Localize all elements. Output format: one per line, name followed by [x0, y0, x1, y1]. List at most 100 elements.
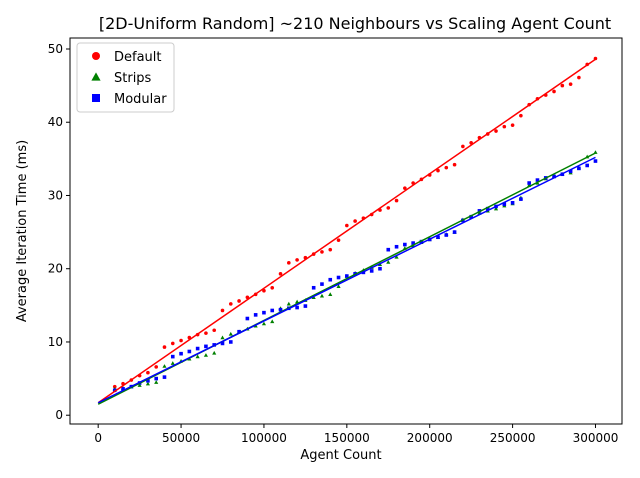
x-tick-label: 0	[94, 431, 102, 445]
data-point-strips	[212, 350, 217, 355]
y-axis-ticks: 0 10 20 30 40 50	[48, 42, 70, 422]
data-point-default	[220, 308, 225, 313]
data-point-default	[577, 75, 581, 80]
x-tick-label: 100000	[241, 431, 287, 445]
legend-marker-default	[92, 52, 100, 60]
data-point-modular	[527, 181, 531, 185]
data-point-default	[162, 345, 167, 349]
data-point-modular	[179, 351, 183, 356]
data-point-modular	[394, 244, 399, 249]
data-point-modular	[328, 277, 333, 282]
data-point-modular	[519, 197, 523, 201]
x-axis-label: Agent Count	[300, 448, 381, 463]
data-point-default	[295, 258, 299, 262]
x-tick-label: 50000	[162, 431, 200, 445]
data-point-strips	[270, 319, 275, 324]
data-point-default	[112, 384, 117, 389]
data-point-modular	[303, 304, 308, 308]
y-tick-label: 0	[55, 408, 63, 422]
y-tick-label: 10	[48, 335, 63, 349]
legend-marker-strips	[91, 72, 101, 81]
data-point-default	[336, 238, 341, 242]
legend: Default Strips Modular	[76, 42, 175, 113]
data-point-modular	[577, 166, 581, 171]
x-tick-label: 300000	[573, 431, 619, 445]
data-point-modular	[485, 206, 490, 211]
y-axis-label: Average Iteration Time (ms)	[15, 140, 30, 322]
data-point-strips	[154, 380, 159, 384]
x-axis-ticks: 0 50000 100000 150000 200000 250000 300000	[94, 424, 618, 445]
data-point-strips	[336, 284, 341, 288]
data-point-modular	[378, 266, 382, 271]
data-point-default	[278, 272, 283, 276]
data-point-default	[287, 261, 291, 265]
legend-label-modular: Modular	[114, 92, 167, 107]
legend-label-default: Default	[114, 50, 162, 65]
data-point-strips	[394, 254, 399, 259]
data-point-modular	[568, 169, 573, 174]
series-default-markers	[112, 56, 598, 389]
data-point-strips	[493, 206, 499, 211]
data-point-default	[519, 113, 523, 118]
data-point-default	[353, 219, 357, 223]
x-tick-label: 150000	[324, 431, 370, 445]
data-point-strips	[195, 354, 200, 359]
data-point-modular	[204, 344, 208, 349]
data-point-default	[444, 165, 449, 170]
y-tick-label: 40	[48, 115, 63, 129]
data-point-modular	[336, 275, 341, 280]
data-point-default	[494, 129, 498, 133]
data-point-modular	[403, 242, 407, 247]
data-point-modular	[311, 285, 316, 290]
data-point-strips	[286, 301, 291, 306]
data-point-default	[552, 89, 556, 94]
data-point-default	[179, 338, 183, 343]
data-point-strips	[162, 364, 167, 368]
data-point-default	[146, 370, 150, 375]
data-point-default	[320, 250, 324, 254]
data-point-modular	[585, 163, 589, 168]
legend-box	[76, 42, 175, 113]
data-point-modular	[535, 178, 540, 182]
data-point-default	[345, 223, 349, 228]
data-point-modular	[411, 241, 415, 245]
fit-line-modular	[97, 156, 596, 404]
data-point-modular	[245, 316, 250, 321]
data-point-modular	[220, 341, 225, 346]
data-point-modular	[195, 346, 200, 351]
data-point-modular	[112, 388, 117, 393]
data-point-default	[262, 288, 266, 293]
data-point-modular	[121, 387, 125, 391]
y-tick-label: 20	[48, 262, 63, 276]
data-point-modular	[452, 230, 457, 234]
data-point-default	[212, 328, 217, 333]
data-point-strips	[220, 335, 225, 340]
data-point-strips	[261, 321, 267, 326]
data-point-modular	[146, 378, 150, 383]
data-point-modular	[154, 376, 158, 381]
data-point-default	[394, 198, 399, 203]
data-point-strips	[170, 361, 175, 365]
data-point-strips	[319, 293, 325, 298]
data-point-modular	[253, 313, 258, 317]
data-point-modular	[170, 354, 175, 359]
data-point-strips	[386, 260, 391, 264]
data-point-default	[436, 168, 440, 173]
data-point-modular	[345, 274, 349, 278]
data-point-default	[386, 206, 391, 210]
data-point-modular	[237, 329, 241, 334]
data-point-default	[237, 299, 241, 303]
data-point-modular	[510, 201, 515, 205]
data-point-default	[154, 365, 158, 369]
data-point-strips	[203, 353, 208, 357]
data-point-modular	[502, 202, 507, 207]
data-point-strips	[137, 383, 142, 387]
data-point-default	[461, 144, 465, 149]
x-tick-label: 250000	[490, 431, 536, 445]
data-point-modular	[386, 247, 391, 252]
plot-border	[69, 37, 623, 425]
data-point-default	[510, 123, 515, 127]
data-point-modular	[295, 305, 299, 310]
data-point-default	[452, 162, 457, 167]
